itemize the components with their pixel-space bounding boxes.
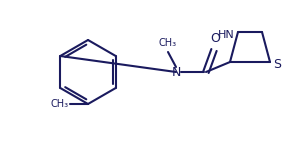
- Text: CH₃: CH₃: [51, 99, 69, 109]
- Text: HN: HN: [218, 30, 235, 40]
- Text: S: S: [273, 57, 281, 71]
- Text: O: O: [210, 32, 220, 45]
- Text: N: N: [171, 66, 181, 78]
- Text: CH₃: CH₃: [159, 38, 177, 48]
